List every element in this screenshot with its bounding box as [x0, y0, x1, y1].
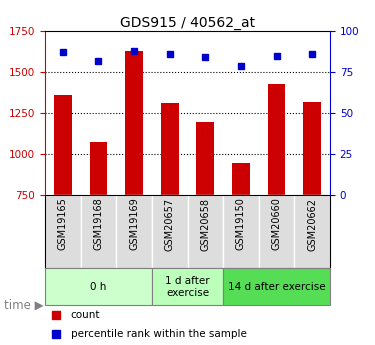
- Bar: [196, 122, 214, 195]
- Bar: [294, 195, 330, 268]
- Bar: [152, 195, 188, 268]
- Bar: [125, 51, 143, 195]
- Bar: [90, 142, 107, 195]
- Bar: [54, 95, 72, 195]
- Text: GSM20658: GSM20658: [200, 198, 210, 250]
- Bar: [303, 102, 321, 195]
- Bar: [223, 195, 259, 268]
- Bar: [223, 268, 330, 305]
- Text: GSM19168: GSM19168: [93, 198, 104, 250]
- Text: GSM19150: GSM19150: [236, 198, 246, 250]
- Bar: [45, 195, 81, 268]
- Text: time ▶: time ▶: [4, 299, 44, 312]
- Text: GSM20657: GSM20657: [165, 198, 175, 251]
- Text: 1 d after
exercise: 1 d after exercise: [165, 276, 210, 297]
- Text: 0 h: 0 h: [90, 282, 106, 292]
- Text: GSM20662: GSM20662: [307, 198, 317, 250]
- Bar: [232, 162, 250, 195]
- Text: GSM19169: GSM19169: [129, 198, 139, 250]
- Text: GSM20660: GSM20660: [272, 198, 282, 250]
- Bar: [152, 268, 223, 305]
- Text: 14 d after exercise: 14 d after exercise: [228, 282, 326, 292]
- Title: GDS915 / 40562_at: GDS915 / 40562_at: [120, 16, 255, 30]
- Text: count: count: [70, 310, 100, 320]
- Bar: [81, 195, 116, 268]
- Bar: [259, 195, 294, 268]
- Bar: [161, 102, 178, 195]
- Text: GSM19165: GSM19165: [58, 198, 68, 250]
- Text: percentile rank within the sample: percentile rank within the sample: [70, 328, 246, 338]
- Bar: [45, 268, 152, 305]
- Bar: [116, 195, 152, 268]
- Bar: [188, 195, 223, 268]
- Bar: [268, 83, 285, 195]
